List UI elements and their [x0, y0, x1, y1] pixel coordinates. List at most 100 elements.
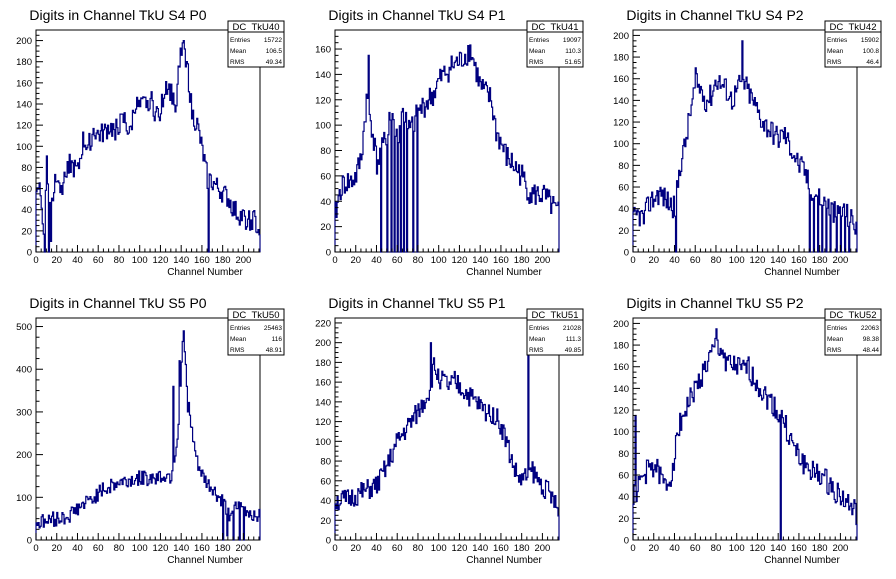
x-tick-label: 80	[413, 543, 424, 554]
stats-value: 100.8	[863, 48, 880, 55]
histogram-series	[35, 330, 261, 541]
stats-key: Entries	[827, 325, 848, 332]
y-tick-label: 200	[16, 450, 32, 461]
x-tick-label: 40	[371, 543, 382, 554]
y-tick-label: 0	[27, 248, 32, 259]
x-axis-label: Channel Number	[764, 267, 840, 278]
panel-title: Digits in Channel TkU S4 P1	[328, 7, 505, 23]
x-tick-label: 40	[669, 255, 680, 266]
y-tick-label: 100	[315, 121, 331, 132]
x-axis-label: Channel Number	[466, 267, 542, 278]
y-tick-label: 80	[21, 163, 32, 174]
x-tick-label: 60	[690, 543, 701, 554]
x-tick-label: 180	[514, 543, 530, 554]
x-axis-label: Channel Number	[167, 555, 243, 566]
stats-key: Entries	[529, 325, 550, 332]
stats-box: DC_TkU42 Entries 15902 Mean 100.8 RMS 46.4	[824, 20, 882, 68]
stats-value: 110.3	[565, 48, 581, 55]
x-tick-label: 140	[770, 543, 786, 554]
y-tick-label: 200	[613, 31, 629, 42]
y-tick-label: 0	[27, 536, 32, 547]
stats-value: 21028	[563, 325, 581, 332]
stats-key: Entries	[230, 325, 251, 332]
y-tick-label: 220	[315, 318, 331, 329]
panel-title: Digits in Channel TkU S5 P0	[29, 295, 206, 311]
x-tick-label: 100	[132, 255, 148, 266]
histogram-series	[632, 328, 858, 541]
x-tick-label: 120	[153, 255, 169, 266]
stats-key: Mean	[230, 48, 247, 55]
x-tick-label: 100	[132, 543, 148, 554]
stats-box: DC_TkU52 Entries 22063 Mean 98.38 RMS 48.44	[824, 308, 882, 356]
histogram-panel-4: Digits in Channel TkU S5 P0 0 20 40 60 80 100 1…	[16, 295, 285, 566]
y-tick-label: 160	[315, 45, 331, 56]
plot-frame	[632, 29, 858, 253]
y-tick-label: 120	[613, 406, 629, 417]
y-tick-label: 100	[315, 437, 331, 448]
y-tick-label: 120	[315, 95, 331, 106]
y-tick-label: 40	[618, 492, 629, 503]
y-tick-label: 80	[320, 146, 331, 157]
x-tick-label: 140	[173, 543, 189, 554]
x-tick-label: 80	[711, 255, 722, 266]
y-tick-label: 120	[16, 121, 32, 132]
x-tick-label: 200	[534, 255, 550, 266]
stats-name: DC_TkU42	[830, 22, 877, 33]
y-tick-label: 200	[315, 338, 331, 349]
plot-frame	[632, 317, 858, 541]
stats-key: Mean	[529, 336, 546, 343]
x-tick-label: 120	[750, 255, 766, 266]
y-tick-label: 120	[315, 417, 331, 428]
x-tick-label: 200	[235, 255, 251, 266]
y-tick-label: 0	[624, 248, 629, 259]
stats-value: 111.3	[566, 336, 582, 343]
x-tick-label: 160	[493, 543, 509, 554]
x-tick-label: 100	[431, 255, 447, 266]
y-tick-label: 160	[315, 378, 331, 389]
y-tick-label: 300	[16, 407, 32, 418]
plot-frame	[35, 317, 261, 541]
stats-value: 19097	[563, 37, 581, 44]
panel-title: Digits in Channel TkU S5 P2	[626, 295, 803, 311]
x-tick-label: 80	[711, 543, 722, 554]
y-tick-label: 140	[315, 70, 331, 81]
y-tick-label: 400	[16, 365, 32, 376]
x-tick-label: 40	[371, 255, 382, 266]
y-tick-label: 160	[16, 78, 32, 89]
y-tick-label: 20	[618, 226, 629, 237]
y-tick-label: 0	[326, 536, 331, 547]
x-tick-label: 140	[472, 255, 488, 266]
y-tick-label: 20	[618, 514, 629, 525]
x-tick-label: 120	[452, 543, 468, 554]
panel-title: Digits in Channel TkU S5 P1	[328, 295, 505, 311]
stats-key: RMS	[529, 59, 544, 66]
stats-key: RMS	[230, 347, 245, 354]
histogram-series	[334, 342, 560, 540]
y-tick-label: 160	[613, 362, 629, 373]
y-tick-label: 60	[21, 184, 32, 195]
stats-box: DC_TkU41 Entries 19097 Mean 110.3 RMS 51.65	[526, 20, 584, 68]
histogram-series	[334, 44, 560, 253]
x-tick-label: 60	[392, 543, 403, 554]
x-tick-label: 160	[791, 543, 807, 554]
x-tick-label: 20	[648, 255, 659, 266]
x-axis-label: Channel Number	[764, 555, 840, 566]
y-tick-label: 100	[16, 142, 32, 153]
histogram-panel-3: Digits in Channel TkU S4 P2 0 20 40 60 80 100 1…	[613, 7, 882, 278]
x-tick-label: 20	[51, 543, 62, 554]
stats-name: DC_TkU51	[532, 310, 579, 321]
x-tick-label: 140	[173, 255, 189, 266]
y-tick-label: 20	[320, 516, 331, 527]
stats-key: Mean	[827, 336, 844, 343]
x-tick-label: 100	[729, 543, 745, 554]
stats-value: 25463	[264, 325, 282, 332]
y-tick-label: 40	[320, 197, 331, 208]
histogram-panel-6: Digits in Channel TkU S5 P2 0 20 40 60 80 100 1…	[613, 295, 882, 566]
x-tick-label: 180	[812, 255, 828, 266]
plot-frame	[35, 29, 261, 253]
stats-name: DC_TkU40	[233, 22, 280, 33]
x-tick-label: 180	[514, 255, 530, 266]
stats-box: DC_TkU50 Entries 25463 Mean 116 RMS 48.91	[227, 308, 285, 356]
